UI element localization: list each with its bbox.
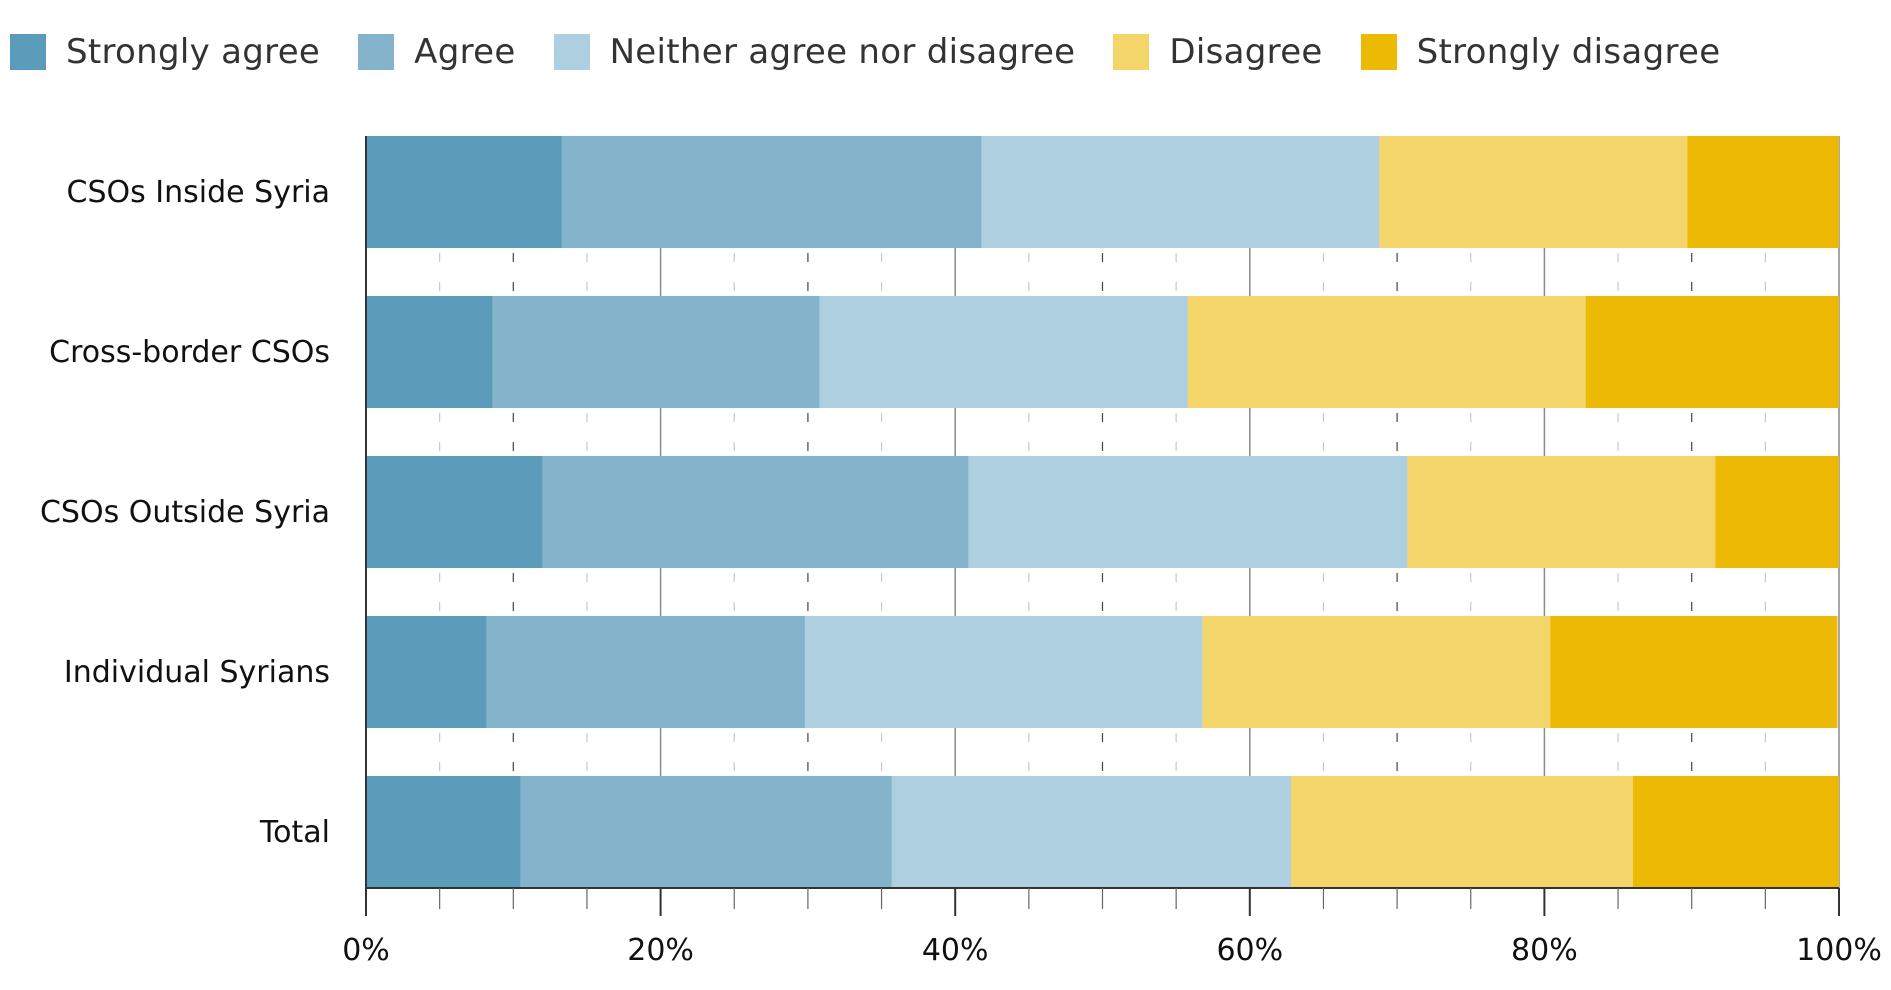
legend-label: Neither agree nor disagree xyxy=(609,32,1076,72)
legend-swatch xyxy=(10,34,46,70)
bar-segment-disagree xyxy=(1291,776,1633,888)
legend-swatch xyxy=(1113,34,1150,70)
x-tick-label: 80% xyxy=(1511,933,1578,968)
bar-segment-agree xyxy=(561,136,982,248)
legend-swatch xyxy=(553,34,590,70)
bar-segment-strongly-disagree xyxy=(1585,296,1839,408)
category-label: Individual Syrians xyxy=(64,655,330,690)
bar-segment-neither-agree-nor-disagree xyxy=(819,296,1188,408)
bar-segment-agree xyxy=(520,776,892,888)
bar-segment-strongly-disagree xyxy=(1687,136,1839,248)
legend-label: Agree xyxy=(414,32,516,72)
legend-label: Disagree xyxy=(1169,32,1323,72)
x-tick-label: 0% xyxy=(342,933,390,968)
bar-segment-strongly-agree xyxy=(366,456,543,568)
bar-segment-disagree xyxy=(1187,296,1586,408)
category-label: Total xyxy=(259,815,330,850)
bar-segment-disagree xyxy=(1202,616,1551,728)
bar-segment-strongly-disagree xyxy=(1715,456,1839,568)
bar-segment-strongly-agree xyxy=(366,136,562,248)
category-label: CSOs Outside Syria xyxy=(40,495,330,530)
legend-item: Disagree xyxy=(1113,32,1322,72)
bar-segment-agree xyxy=(492,296,820,408)
legend-item: Strongly disagree xyxy=(1360,32,1721,72)
bar-segment-neither-agree-nor-disagree xyxy=(981,136,1380,248)
legend: Strongly agree Agree Neither agree nor dis… xyxy=(10,30,1758,74)
bar-segment-agree xyxy=(542,456,969,568)
bar-segment-disagree xyxy=(1379,136,1688,248)
bar-segment-disagree xyxy=(1407,456,1716,568)
bar-segment-agree xyxy=(486,616,805,728)
bar-segment-strongly-agree xyxy=(366,776,521,888)
bar-segment-strongly-agree xyxy=(366,296,493,408)
legend-label: Strongly agree xyxy=(66,32,321,72)
category-label: Cross-border CSOs xyxy=(49,335,330,370)
bar-segment-neither-agree-nor-disagree xyxy=(891,776,1292,888)
x-tick-label: 100% xyxy=(1796,933,1882,968)
legend-item: Strongly agree xyxy=(10,32,320,72)
x-tick-label: 40% xyxy=(922,933,989,968)
legend-item: Neither agree nor disagree xyxy=(553,32,1076,72)
x-tick-label: 60% xyxy=(1216,933,1283,968)
bar-segment-neither-agree-nor-disagree xyxy=(804,616,1203,728)
bar-segment-strongly-agree xyxy=(366,616,487,728)
bar-segment-neither-agree-nor-disagree xyxy=(968,456,1408,568)
bar-segment-strongly-disagree xyxy=(1632,776,1839,888)
legend-label: Strongly disagree xyxy=(1416,32,1721,72)
bar-segment-strongly-disagree xyxy=(1550,616,1838,728)
x-tick-label: 20% xyxy=(627,933,694,968)
category-label: CSOs Inside Syria xyxy=(67,175,330,210)
legend-swatch xyxy=(358,34,395,70)
legend-swatch xyxy=(1360,34,1397,70)
legend-item: Agree xyxy=(358,32,515,72)
